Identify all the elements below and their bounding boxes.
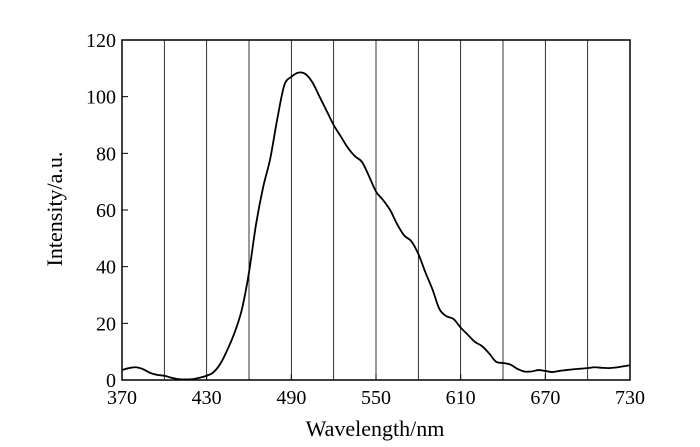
y-tick-label-100: 100 xyxy=(86,87,116,109)
x-tick-label-550: 550 xyxy=(361,387,391,409)
y-axis-title: Intensity/a.u. xyxy=(42,152,67,267)
x-ticks xyxy=(121,374,631,380)
y-ticks xyxy=(122,39,128,381)
y-tick-labels: 0 20 40 60 80 100 120 xyxy=(86,30,116,392)
y-tick-label-20: 20 xyxy=(96,313,116,335)
y-tick-label-80: 80 xyxy=(96,143,116,165)
y-tick-label-60: 60 xyxy=(96,200,116,222)
y-tick-label-120: 120 xyxy=(86,30,116,52)
x-tick-labels: 370 430 490 550 610 670 730 xyxy=(107,387,645,409)
x-axis-title: Wavelength/nm xyxy=(306,416,445,441)
x-tick-label-670: 670 xyxy=(530,387,560,409)
y-tick-label-0: 0 xyxy=(106,370,116,392)
x-tick-label-610: 610 xyxy=(446,387,476,409)
x-tick-label-430: 430 xyxy=(192,387,222,409)
grid-lines xyxy=(163,40,589,380)
x-tick-label-370: 370 xyxy=(107,387,137,409)
x-tick-label-490: 490 xyxy=(276,387,306,409)
y-tick-label-40: 40 xyxy=(96,257,116,279)
x-tick-label-730: 730 xyxy=(615,387,645,409)
